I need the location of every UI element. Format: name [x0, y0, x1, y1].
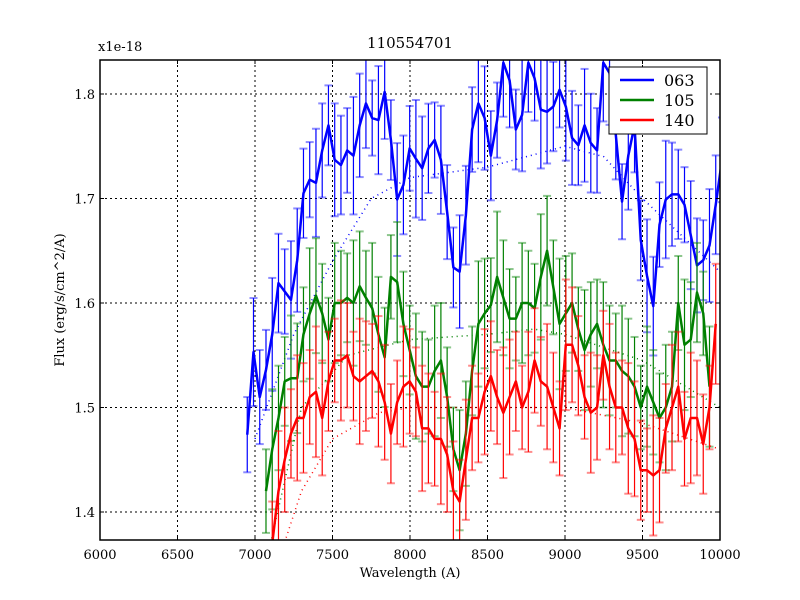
legend-item-140: 140 — [620, 111, 695, 130]
y-offset-label: x1e-18 — [98, 40, 142, 55]
x-tick-label: 9000 — [548, 548, 581, 563]
series-140 — [268, 262, 720, 540]
chart-title: 110554701 — [367, 34, 453, 52]
data-line — [246, 61, 720, 435]
x-tick-label: 9500 — [626, 548, 659, 563]
legend-item-105: 105 — [620, 91, 695, 110]
data-line — [264, 249, 711, 492]
x-tick-label: 6500 — [161, 548, 194, 563]
y-tick-label: 1.4 — [74, 506, 95, 521]
model-line — [270, 328, 720, 540]
y-tick-label: 1.8 — [74, 88, 95, 103]
x-axis-label: Wavelength (A) — [360, 566, 461, 581]
data-line — [271, 323, 717, 540]
axis-ticks: 6000 6500 7000 7500 8000 8500 9000 9500 10000 1.4… — [74, 60, 741, 563]
x-tick-label: 8500 — [471, 548, 504, 563]
y-tick-label: 1.5 — [74, 402, 95, 417]
y-axis-label: Flux (erg/s/cm^2/A) — [53, 233, 68, 366]
y-tick-label: 1.7 — [74, 193, 95, 208]
x-tick-label: 7000 — [238, 548, 271, 563]
x-tick-label: 6000 — [83, 548, 116, 563]
legend-label: 105 — [664, 91, 695, 110]
x-tick-label: 10000 — [699, 548, 740, 563]
legend-item-063: 063 — [620, 71, 695, 90]
series-063 — [243, 60, 720, 474]
legend-label: 140 — [664, 111, 695, 130]
x-tick-label: 7500 — [316, 548, 349, 563]
y-tick-label: 1.6 — [74, 297, 95, 312]
x-tick-label: 8000 — [393, 548, 426, 563]
legend-label: 063 — [664, 71, 695, 90]
